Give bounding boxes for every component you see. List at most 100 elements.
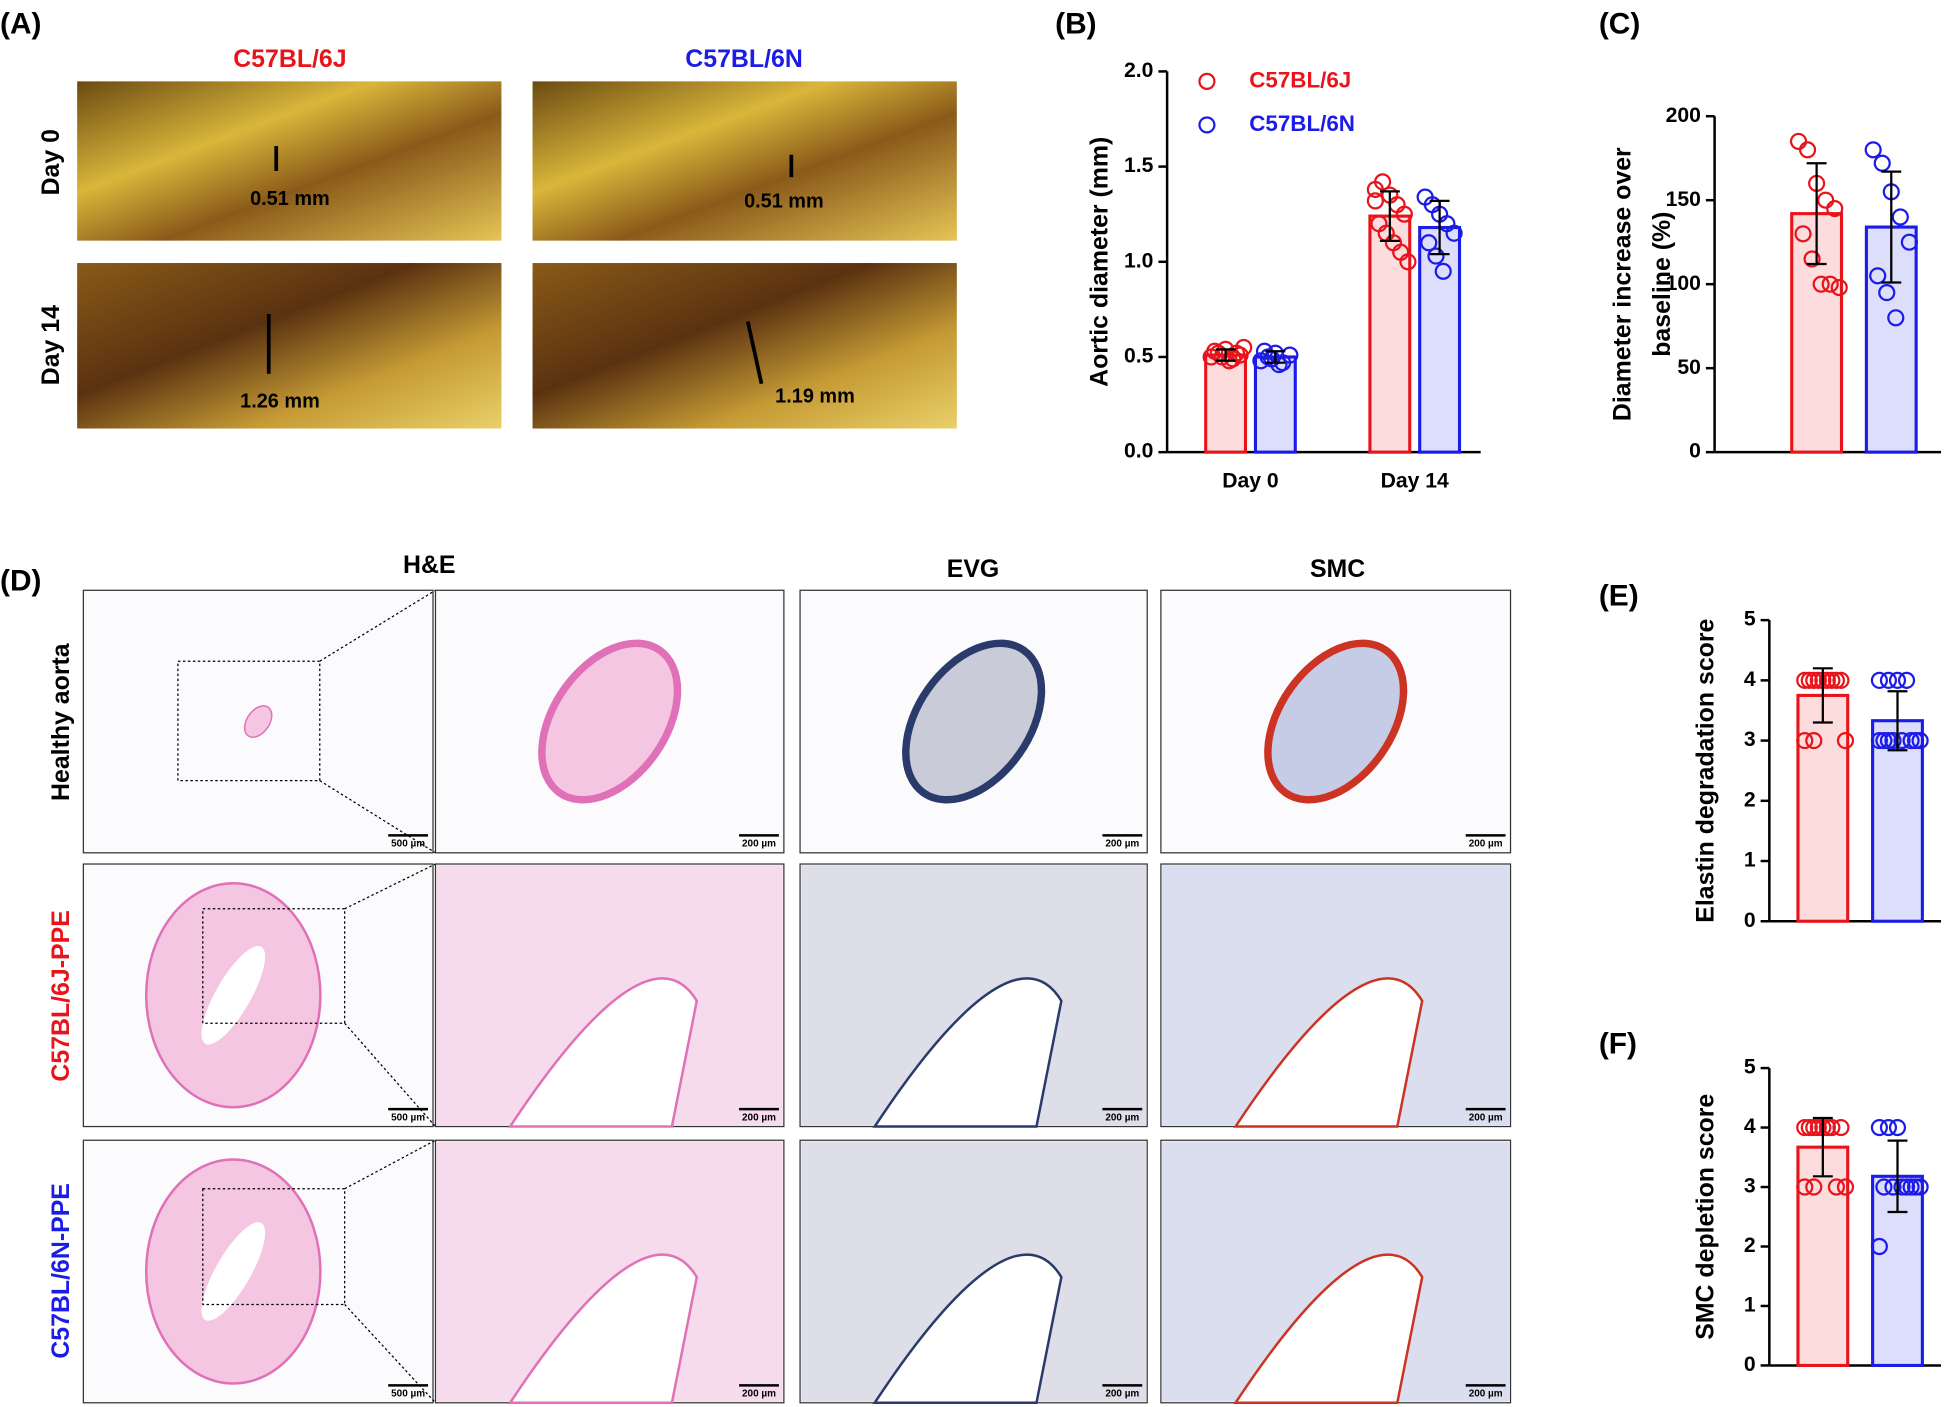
- data-point: [1888, 671, 1907, 689]
- row-label: C57BL/6J-PPE: [47, 910, 75, 1081]
- measurement: 0.51 mm: [250, 188, 330, 210]
- scale-bar-label: 200 µm: [1105, 839, 1139, 850]
- y-tick-label: 5: [1744, 1056, 1756, 1079]
- lumen: [507, 977, 699, 1128]
- error-bar: [1887, 1139, 1908, 1214]
- legend-marker: [1198, 72, 1216, 90]
- scale-bar-label: 200 µm: [742, 839, 776, 850]
- x-tick-label: Day 0: [1222, 470, 1278, 493]
- strain-label: C57BL/6N: [685, 45, 803, 73]
- y-tick-label: 150: [1666, 188, 1701, 211]
- data-point: [1270, 356, 1288, 374]
- legend-marker: [1198, 116, 1216, 134]
- photo: [77, 263, 502, 429]
- scale-bar-label: 500 µm: [391, 1112, 425, 1123]
- data-point: [1445, 224, 1463, 242]
- data-point: [1888, 1118, 1907, 1137]
- photo: [532, 81, 957, 241]
- zoom-box: [202, 908, 346, 1024]
- data-point: [1817, 191, 1835, 209]
- data-point: [1893, 1178, 1911, 1196]
- measurement: 0.51 mm: [744, 190, 824, 212]
- data-point: [1875, 731, 1893, 750]
- data-point: [1830, 278, 1848, 297]
- data-point: [1800, 1118, 1818, 1137]
- scale-bar-label: 500 µm: [391, 1389, 425, 1400]
- data-point: [1794, 225, 1812, 243]
- y-tick-label: 50: [1677, 356, 1701, 379]
- data-point: [1893, 731, 1911, 750]
- data-point: [1869, 267, 1887, 285]
- lumen: [201, 946, 266, 1045]
- data-point: [1796, 671, 1814, 689]
- data-point: [1374, 173, 1392, 191]
- bar: [1871, 719, 1924, 923]
- y-tick-label: 3: [1744, 1175, 1756, 1198]
- y-axis-label: SMC depletion score: [1692, 1094, 1720, 1340]
- data-point: [1832, 1118, 1850, 1137]
- y-axis-label: Elastin degradation score: [1692, 619, 1720, 923]
- data-point: [1911, 1178, 1929, 1196]
- error-bar: [1812, 1116, 1833, 1178]
- zoom-box: [202, 1188, 346, 1306]
- scale-bar-label: 500 µm: [391, 839, 425, 850]
- data-point: [1803, 250, 1821, 268]
- tissue: [538, 639, 682, 804]
- data-point: [1870, 671, 1888, 689]
- legend-label: C57BL/6N: [1249, 111, 1355, 136]
- data-point: [1870, 1237, 1888, 1256]
- row-label: Healthy aorta: [47, 643, 75, 801]
- error-bar: [1215, 348, 1236, 362]
- bar: [1796, 693, 1850, 923]
- data-point: [1805, 1178, 1823, 1196]
- data-point: [1427, 247, 1445, 265]
- data-point: [1873, 154, 1891, 172]
- y-tick-label: 1: [1744, 849, 1756, 872]
- data-point: [1879, 1118, 1898, 1137]
- measurement: 1.26 mm: [240, 391, 320, 413]
- data-point: [1900, 233, 1918, 251]
- data-point: [1395, 205, 1413, 223]
- row-label: C57BL/6N-PPE: [47, 1183, 75, 1359]
- scale-bar-label: 200 µm: [1105, 1389, 1139, 1400]
- data-point: [1235, 338, 1253, 357]
- data-point: [1818, 671, 1836, 689]
- stain-header: H&E: [403, 551, 456, 579]
- panel-label: (E): [1599, 580, 1639, 613]
- bar: [1368, 214, 1412, 454]
- data-point: [1821, 275, 1839, 293]
- data-point: [1907, 1178, 1925, 1196]
- data-point: [1805, 731, 1823, 750]
- y-tick-label: 4: [1744, 668, 1756, 691]
- lumen: [872, 1253, 1063, 1405]
- data-point: [1911, 731, 1929, 750]
- stain-header: SMC: [1310, 555, 1365, 583]
- data-point: [1399, 253, 1417, 271]
- y-tick-label: 1.0: [1124, 249, 1153, 272]
- y-tick-label: 0.5: [1124, 345, 1154, 368]
- data-point: [1884, 1178, 1902, 1196]
- y-tick-label: 4: [1744, 1115, 1756, 1138]
- strain-label: C57BL/6J: [233, 45, 346, 73]
- y-axis-label: Aortic diameter (mm): [1086, 137, 1114, 387]
- lumen: [872, 977, 1063, 1128]
- data-point: [1836, 1178, 1855, 1196]
- lumen: [201, 1222, 266, 1321]
- y-tick-label: 1: [1744, 1294, 1756, 1317]
- y-tick-label: 2.0: [1124, 59, 1153, 82]
- bar: [1204, 353, 1248, 454]
- scale-bar-label: 200 µm: [1105, 1112, 1139, 1123]
- panel-label: (A): [0, 7, 41, 40]
- error-bar: [1265, 350, 1286, 364]
- zoom-box: [177, 660, 321, 782]
- data-point: [1887, 309, 1905, 327]
- panel-label: (B): [1055, 7, 1096, 40]
- data-point: [1805, 1118, 1823, 1137]
- photo: [532, 263, 957, 429]
- lumen: [1233, 1253, 1424, 1405]
- data-point: [1884, 731, 1902, 750]
- error-bar: [1812, 667, 1833, 724]
- data-point: [1870, 1118, 1888, 1137]
- data-point: [1812, 275, 1830, 293]
